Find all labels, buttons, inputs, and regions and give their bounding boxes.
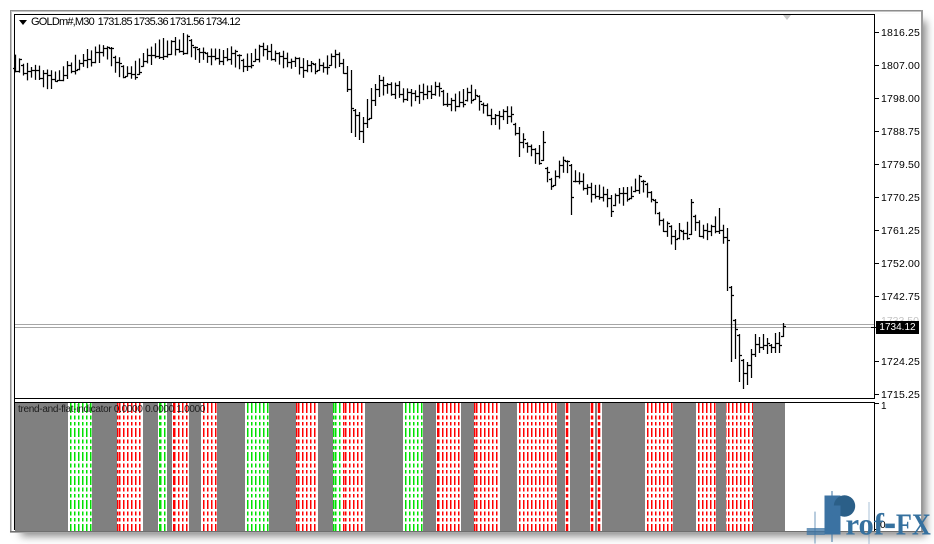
svg-text:FX: FX <box>896 507 932 542</box>
svg-text:rof: rof <box>846 507 885 542</box>
